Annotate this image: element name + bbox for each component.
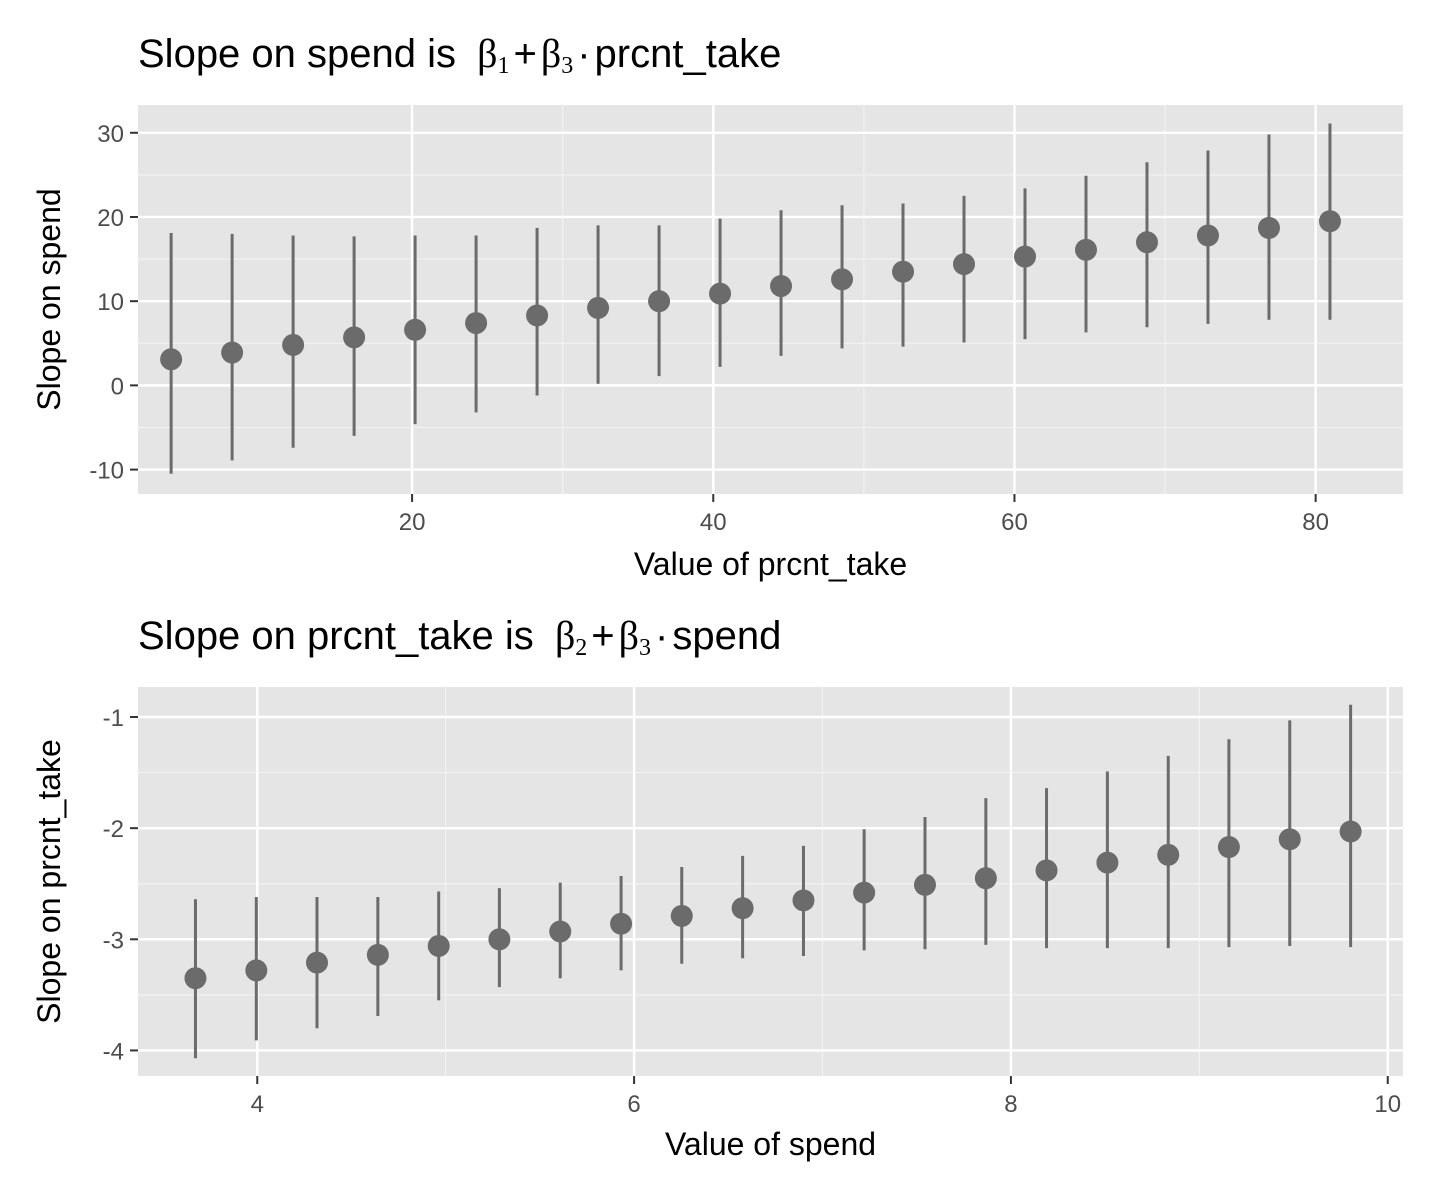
panel-2-point: [731, 897, 754, 920]
panel-2-y-axis-title: Slope on prcnt_take: [31, 739, 67, 1024]
panel-1-point: [953, 253, 976, 276]
panel-2-xtick-label: 10: [1374, 1091, 1401, 1118]
panel-1-point: [892, 260, 915, 283]
panel-1-point: [526, 304, 549, 327]
panel-2-point: [670, 904, 693, 927]
panel-1-x-axis-title: Value of prcnt_take: [634, 546, 907, 582]
panel-2-point: [184, 967, 207, 990]
panel-1-xtick-label: 80: [1302, 509, 1329, 536]
panel-2-ytick-label: -3: [103, 927, 124, 954]
panel-1-ytick-label: 0: [111, 373, 124, 400]
panel-1-point: [1318, 210, 1341, 233]
panel-1-point: [709, 282, 732, 305]
panel-1-ytick-label: 30: [97, 121, 124, 148]
panel-1-xtick-label: 40: [700, 509, 727, 536]
panel-2-xtick-label: 4: [251, 1091, 264, 1118]
panel-2-ytick-label: -4: [103, 1038, 124, 1065]
panel-1-point: [1135, 231, 1158, 254]
panel-1-point: [648, 290, 671, 313]
panel-2-title-prefix: Slope on prcnt_take is: [138, 614, 534, 658]
panel-2-point: [610, 912, 633, 935]
panel-2-point: [1096, 851, 1119, 874]
panel-1-point: [343, 326, 366, 349]
panel-2-point: [1035, 859, 1058, 882]
panel-2-point: [853, 881, 876, 904]
panel-2-title-var: spend: [672, 614, 782, 658]
panel-1-title-prefix: Slope on spend is: [138, 32, 457, 76]
panel-2-point: [488, 928, 511, 951]
panel-1-point: [831, 268, 854, 291]
panel-2-plot-background: [138, 687, 1403, 1076]
panel-1-point: [160, 348, 183, 371]
panel-1-point: [587, 296, 610, 319]
panel-2-point: [245, 959, 268, 982]
panel-2-xtick-label: 8: [1004, 1091, 1017, 1118]
panel-1-xtick-label: 60: [1001, 509, 1028, 536]
panel-2-title: Slope on prcnt_take is β2 + β3 · spend: [138, 612, 781, 662]
panel-2-point: [1278, 828, 1301, 851]
panel-2-point: [1217, 836, 1240, 859]
panel-1-y-axis-title: Slope on spend: [31, 188, 67, 410]
panel-2-xtick-label: 6: [627, 1091, 640, 1118]
panel-1-point: [1014, 245, 1037, 268]
panel-1-plot-background: [138, 105, 1403, 494]
panel-2-ytick-label: -2: [103, 816, 124, 843]
panel-2-point: [792, 889, 815, 912]
panel-2-point: [913, 873, 936, 896]
panel-2-point: [1157, 843, 1180, 866]
panel-1-title-var: prcnt_take: [594, 32, 782, 76]
panel-1-ytick-label: 10: [97, 289, 124, 316]
panel-1-title: Slope on spend is β1 + β3 · prcnt_take: [138, 30, 781, 80]
panel-2-point: [305, 951, 328, 974]
panel-1-point: [221, 341, 244, 364]
panel-1-point: [770, 275, 793, 298]
panel-2-point: [427, 934, 450, 957]
panel-1-point: [465, 312, 488, 335]
panel-2-x-axis-title: Value of spend: [665, 1126, 876, 1162]
panel-1-point: [1074, 238, 1097, 261]
panel-1-ytick-label: 20: [97, 205, 124, 232]
panel-2-ytick-label: -1: [103, 705, 124, 732]
panel-2-point: [1339, 820, 1362, 843]
panel-1-title-formula: β1 + β3 ·: [477, 31, 591, 79]
panel-2-point: [366, 943, 389, 966]
panel-2-title-formula: β2 + β3 ·: [554, 613, 669, 661]
panel-1-ytick-label: -10: [89, 458, 124, 485]
panel-1-point: [282, 333, 305, 356]
panel-1-point: [404, 318, 427, 341]
panel-1-point: [1257, 216, 1280, 239]
panel-1-xtick-label: 20: [399, 509, 426, 536]
panel-2-point: [974, 867, 997, 890]
panel-1-point: [1196, 224, 1219, 247]
panel-2-point: [549, 920, 572, 943]
